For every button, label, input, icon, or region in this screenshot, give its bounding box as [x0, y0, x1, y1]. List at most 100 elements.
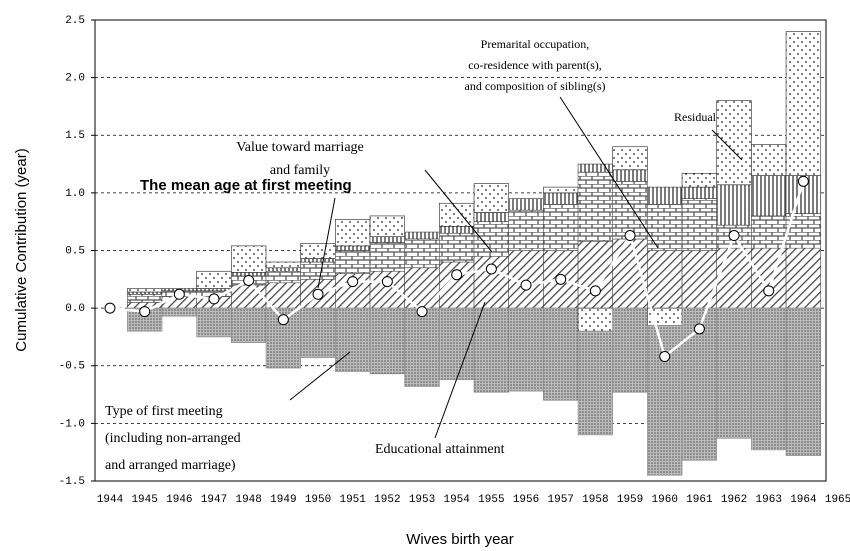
bar-segment: [300, 243, 336, 259]
arrow: [317, 197, 336, 289]
mean-point: [589, 285, 601, 297]
annotation: and composition of sibling(s): [465, 79, 606, 93]
bar-segment: [681, 172, 718, 188]
mean-point: [763, 285, 775, 297]
mean-point: [797, 175, 809, 187]
x-tick-label: 1963: [756, 494, 782, 506]
annotation: (including non-arranged: [105, 431, 241, 446]
bar-segment: [335, 245, 371, 251]
bar-segment: [543, 204, 579, 251]
x-tick-label: 1945: [131, 494, 157, 506]
x-tick-label: 1964: [790, 494, 817, 506]
bar-segment: [300, 261, 336, 280]
bar-segment: [785, 247, 822, 309]
x-tick-label: 1949: [270, 494, 296, 506]
bar-segment: [612, 169, 648, 182]
bar-segment: [473, 212, 510, 222]
bar-segment: [439, 307, 475, 380]
bar-segment: [647, 186, 683, 205]
bar-segment: [161, 307, 197, 317]
arrow: [559, 96, 659, 249]
annotation: Educational attainment: [375, 442, 505, 457]
mean-point: [451, 269, 463, 281]
bar-segment: [335, 250, 371, 274]
x-tick-label: 1955: [478, 494, 504, 506]
y-tick-label: -1.0: [59, 418, 85, 430]
bar-segment: [751, 247, 787, 309]
bar-segment: [751, 144, 787, 176]
x-tick-label: 1956: [513, 494, 539, 506]
bar-segment: [231, 245, 267, 273]
bar-segment: [369, 236, 405, 243]
bar-segment: [508, 307, 544, 392]
bar-segment: [543, 192, 579, 205]
annotation: Residual: [674, 110, 717, 124]
bar-segment: [577, 171, 614, 242]
arrow: [711, 129, 743, 161]
bar-segment: [785, 307, 822, 456]
bar-segment: [231, 284, 267, 309]
mean-point: [277, 314, 289, 326]
annotation: The mean age at first meeting: [140, 177, 352, 194]
x-tick-label: 1959: [617, 494, 643, 506]
bar-segment: [716, 100, 752, 186]
y-tick-label: 1.5: [65, 130, 85, 142]
mean-point: [485, 263, 497, 275]
bar-segment: [751, 215, 787, 249]
y-tick-label: 0.0: [65, 303, 85, 315]
annotation: co-residence with parent(s),: [468, 58, 602, 72]
x-tick-label: 1960: [652, 494, 678, 506]
bar-segment: [647, 250, 683, 309]
bar-segment: [439, 202, 475, 227]
x-tick-label: 1952: [374, 494, 400, 506]
bar-segment: [785, 31, 822, 176]
bar-segment: [439, 232, 475, 263]
mean-point: [728, 230, 740, 242]
y-tick-label: 2.0: [65, 73, 85, 85]
bar-segment: [681, 198, 718, 251]
x-tick-label: 1962: [721, 494, 747, 506]
y-tick-label: -0.5: [59, 361, 85, 373]
bar-segment: [473, 183, 510, 213]
bar-segment: [577, 330, 614, 436]
bar-segment: [335, 307, 371, 372]
x-tick-label: 1957: [548, 494, 574, 506]
bar-segment: [404, 231, 440, 240]
bar-segment: [508, 198, 544, 211]
annotations: [289, 96, 743, 439]
mean-point: [555, 273, 567, 285]
mean-point: [243, 274, 255, 286]
bar-segment: [716, 184, 752, 226]
bar-segment: [127, 293, 163, 303]
bar-segment: [439, 261, 475, 309]
bar-segment: [612, 307, 648, 393]
bar-segment: [716, 307, 752, 439]
mean-point: [347, 276, 359, 288]
arrow: [434, 301, 486, 439]
bar-segment: [127, 291, 163, 295]
x-tick-label: 1965: [825, 494, 850, 506]
bar-segment: [473, 307, 510, 393]
y-tick-label: 2.5: [65, 15, 85, 27]
x-tick-label: 1954: [443, 494, 470, 506]
mean-point: [173, 288, 185, 300]
x-tick-label: 1947: [201, 494, 227, 506]
arrow: [424, 169, 493, 253]
bar-segment: [335, 219, 371, 247]
bar-segment: [647, 204, 683, 251]
bar-segment: [577, 240, 614, 309]
annotation: Premarital occupation,: [481, 37, 590, 51]
bar-segment: [404, 307, 440, 387]
bar-segment: [369, 307, 405, 375]
bar-segment: [300, 258, 336, 263]
y-tick-label: 1.0: [65, 188, 85, 200]
annotation: and arranged marriage): [105, 458, 236, 473]
bar-segment: [231, 307, 267, 344]
bar-segment: [265, 270, 301, 284]
bar-segment: [196, 288, 232, 292]
mean-point: [208, 293, 220, 305]
bar-segment: [404, 238, 440, 269]
bar-segment: [577, 307, 614, 332]
